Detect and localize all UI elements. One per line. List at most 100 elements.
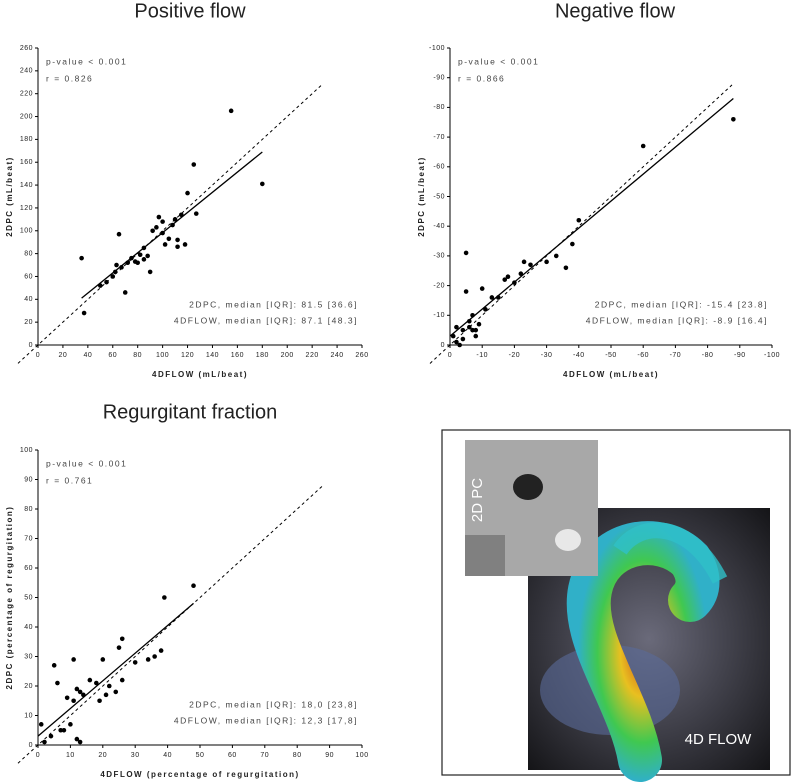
data-point xyxy=(103,692,109,698)
data-point xyxy=(122,290,128,295)
data-point xyxy=(170,222,175,228)
data-point xyxy=(81,692,86,698)
data-point xyxy=(150,228,155,234)
data-point xyxy=(112,269,118,275)
data-point xyxy=(162,242,168,247)
data-point xyxy=(74,686,80,692)
x-tick-label: 50 xyxy=(196,752,205,759)
x-tick-label: -60 xyxy=(637,352,649,359)
annotation: p-value < 0.001 xyxy=(46,458,127,468)
data-point xyxy=(116,645,122,650)
data-point xyxy=(570,241,575,247)
data-point xyxy=(98,283,103,288)
y-tick-label: -10 xyxy=(433,312,445,319)
y-tick-label: 80 xyxy=(24,506,33,513)
x-tick-label: -40 xyxy=(573,352,585,359)
data-point xyxy=(147,269,153,275)
x-tick-label: -20 xyxy=(509,352,521,359)
y-tick-label: 0 xyxy=(441,342,445,349)
data-point xyxy=(119,636,125,642)
data-point xyxy=(191,583,196,588)
data-point xyxy=(454,339,459,345)
x-tick-label: 260 xyxy=(355,352,368,359)
y-tick-label: 260 xyxy=(20,45,33,52)
y-tick-label: 10 xyxy=(24,712,33,719)
data-point xyxy=(160,230,165,236)
y-tick-label: 60 xyxy=(24,565,33,572)
data-point xyxy=(470,327,475,333)
data-point xyxy=(64,695,70,701)
identity-line xyxy=(17,84,323,364)
data-point xyxy=(71,657,76,662)
data-point xyxy=(74,736,80,742)
data-point xyxy=(100,657,106,662)
data-point xyxy=(77,739,83,745)
stat-text: 4DFLOW, median [IQR]: 12,3 [17,8] xyxy=(174,715,358,725)
annotation: p-value < 0.001 xyxy=(46,56,127,66)
data-point xyxy=(483,307,488,312)
data-point xyxy=(175,244,180,250)
data-point xyxy=(193,211,199,216)
data-point xyxy=(460,327,466,333)
stat-text: 4DFLOW, median [IQR]: -8.9 [16.4] xyxy=(586,315,768,325)
y-tick-label: 0 xyxy=(29,342,33,349)
data-point xyxy=(467,324,472,330)
x-tick-label: -70 xyxy=(670,352,682,359)
x-tick-label: 40 xyxy=(163,752,172,759)
y-tick-label: 120 xyxy=(20,205,33,212)
data-point xyxy=(104,279,109,285)
stat-text: 2DPC, median [IQR]: -15.4 [23.8] xyxy=(595,299,768,309)
data-point xyxy=(87,677,93,683)
data-point xyxy=(228,108,234,114)
data-point xyxy=(505,274,511,279)
data-point xyxy=(463,250,469,256)
y-tick-label: -40 xyxy=(433,223,445,230)
data-point xyxy=(119,265,124,270)
y-tick-label: 240 xyxy=(20,68,33,75)
data-point xyxy=(55,680,60,686)
y-axis-label: 2DPC (mL/beat) xyxy=(5,156,14,237)
data-point xyxy=(145,657,151,662)
x-tick-label: 40 xyxy=(83,352,92,359)
y-tick-label: 30 xyxy=(24,653,33,660)
data-point xyxy=(182,242,188,247)
x-axis-label: 4DFLOW (percentage of regurgitation) xyxy=(100,770,299,779)
y-tick-label: 20 xyxy=(24,319,33,326)
data-point xyxy=(553,253,559,259)
data-point xyxy=(114,262,119,268)
data-point xyxy=(119,677,125,683)
y-axis-label: 2DPC (percentage of regurgitation) xyxy=(5,506,14,690)
x-tick-label: -10 xyxy=(476,352,488,359)
data-point xyxy=(162,595,167,600)
data-point xyxy=(576,217,582,223)
data-point xyxy=(489,295,495,300)
data-point xyxy=(129,255,134,261)
data-point xyxy=(77,689,83,695)
data-point xyxy=(137,252,143,258)
data-point xyxy=(460,336,466,342)
data-point xyxy=(457,342,462,348)
y-tick-label: -70 xyxy=(433,134,445,141)
annotation: p-value < 0.001 xyxy=(458,56,539,66)
x-tick-label: 0 xyxy=(36,752,40,759)
data-point xyxy=(132,660,138,665)
chart-title: Positive flow xyxy=(134,0,246,22)
data-point xyxy=(61,727,67,733)
data-point xyxy=(71,698,76,704)
vessel-bright xyxy=(555,529,581,551)
data-point xyxy=(125,260,131,266)
stat-text: 2DPC, median [IQR]: 18,0 [23,8] xyxy=(189,699,358,709)
data-point xyxy=(544,259,549,265)
data-point xyxy=(141,245,147,251)
data-point xyxy=(79,255,84,261)
data-point xyxy=(158,648,164,653)
y-axis-label: 2DPC (mL/beat) xyxy=(417,156,426,237)
y-tick-label: 20 xyxy=(24,683,33,690)
y-tick-label: -100 xyxy=(429,45,445,52)
data-point xyxy=(563,265,569,271)
arch-flow xyxy=(613,522,728,584)
data-point xyxy=(640,143,646,149)
y-tick-label: 100 xyxy=(20,228,33,235)
